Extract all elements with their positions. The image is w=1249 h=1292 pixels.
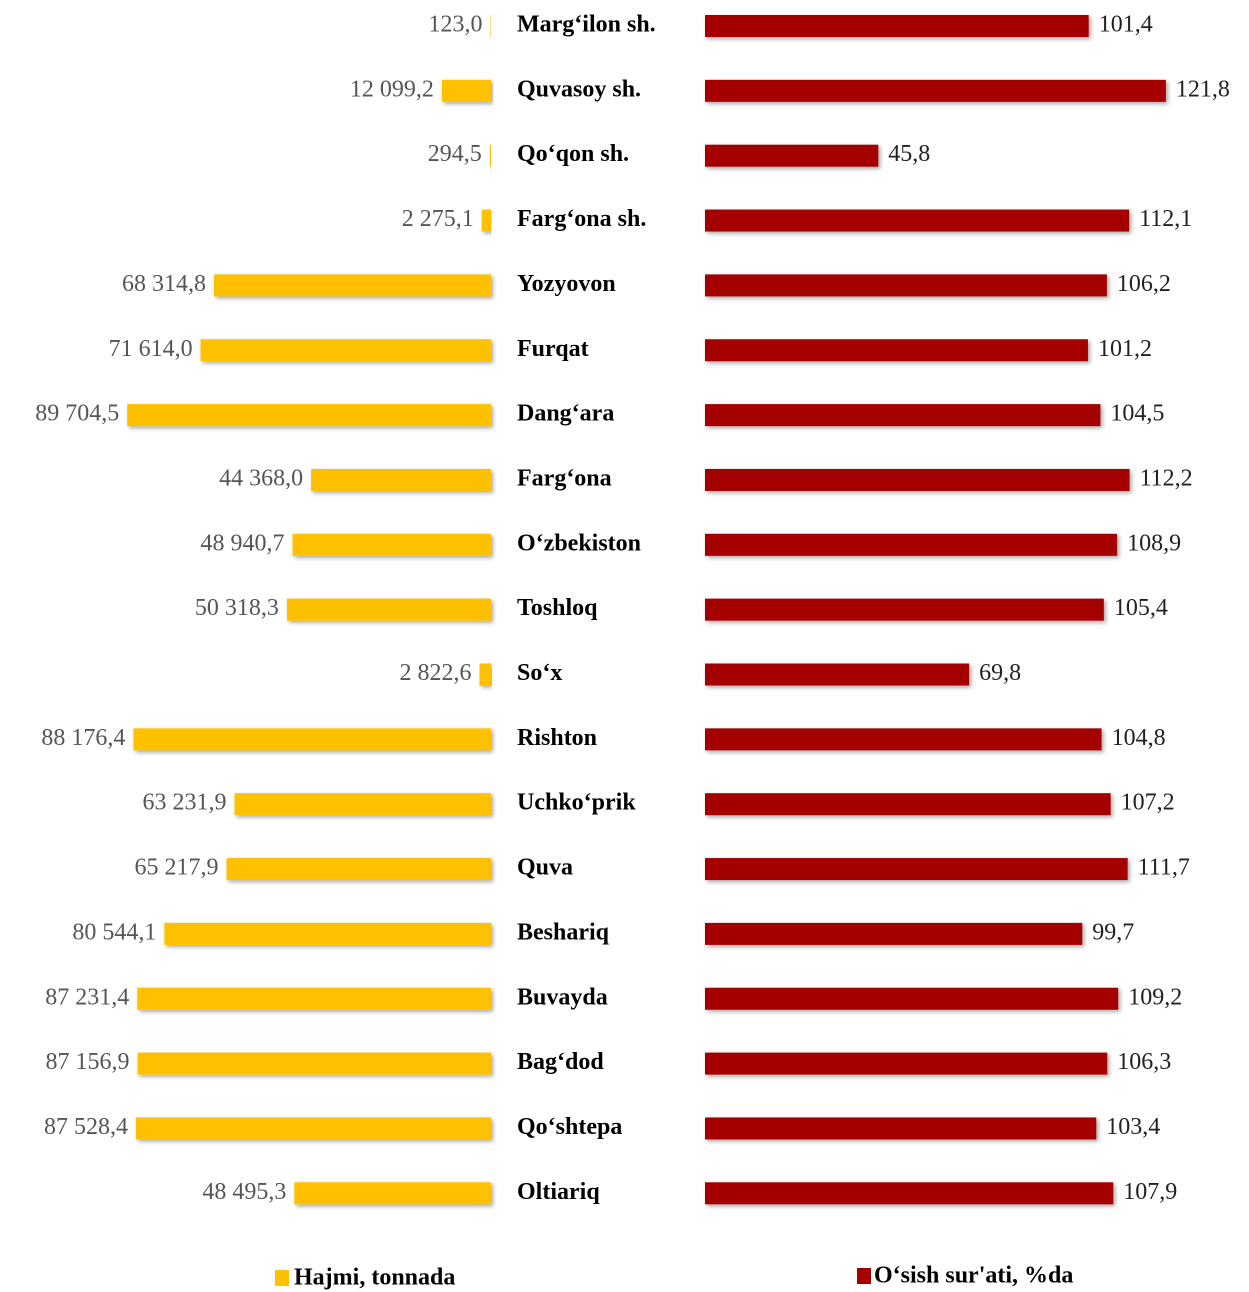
category-label: Qo‘shtepa bbox=[517, 1114, 622, 1140]
bar bbox=[226, 858, 491, 881]
value-label: 106,3 bbox=[1117, 1049, 1171, 1075]
value-label: 89 704,5 bbox=[35, 401, 119, 427]
bar bbox=[213, 274, 491, 297]
bar bbox=[705, 533, 1118, 556]
bar bbox=[286, 598, 491, 621]
legend-label: O‘sish sur'ati, %da bbox=[874, 1263, 1073, 1289]
value-label: 105,4 bbox=[1114, 595, 1168, 621]
bar bbox=[292, 533, 491, 556]
category-label: Uchko‘prik bbox=[517, 790, 636, 816]
value-label: 111,7 bbox=[1138, 855, 1190, 881]
bar bbox=[705, 468, 1130, 491]
category-label: O‘zbekiston bbox=[517, 530, 641, 556]
category-label: Dang‘ara bbox=[517, 401, 614, 427]
bar bbox=[705, 15, 1089, 37]
value-label: 101,2 bbox=[1098, 336, 1152, 362]
value-label: 50 318,3 bbox=[195, 595, 279, 621]
value-label: 48 940,7 bbox=[201, 530, 285, 556]
value-label: 65 217,9 bbox=[135, 855, 219, 881]
value-label: 2 275,1 bbox=[402, 206, 474, 232]
bar bbox=[481, 209, 491, 232]
bar bbox=[705, 144, 879, 167]
value-label: 104,5 bbox=[1110, 401, 1164, 427]
category-label: So‘x bbox=[517, 660, 562, 686]
bar bbox=[164, 922, 491, 945]
category-label: Farg‘ona sh. bbox=[517, 206, 646, 232]
category-label: Rishton bbox=[517, 725, 597, 751]
legend-swatch bbox=[275, 1270, 289, 1286]
bar bbox=[705, 922, 1083, 945]
value-label: 112,2 bbox=[1140, 465, 1193, 491]
bar bbox=[705, 339, 1088, 362]
value-label: 88 176,4 bbox=[41, 725, 125, 751]
legend-swatch bbox=[857, 1268, 871, 1284]
category-label: Furqat bbox=[517, 336, 589, 362]
bar bbox=[705, 1117, 1097, 1140]
bar bbox=[705, 1182, 1114, 1205]
category-label: Oltiariq bbox=[517, 1179, 600, 1205]
bar bbox=[705, 793, 1111, 816]
value-label: 108,9 bbox=[1127, 530, 1181, 556]
category-label: Beshariq bbox=[517, 919, 610, 945]
bar bbox=[136, 1117, 491, 1140]
category-label: Farg‘ona bbox=[517, 465, 612, 491]
bar bbox=[705, 663, 970, 686]
value-label: 101,4 bbox=[1099, 12, 1153, 38]
value-label: 107,9 bbox=[1123, 1179, 1177, 1205]
value-label: 87 528,4 bbox=[44, 1114, 128, 1140]
bar bbox=[705, 987, 1119, 1010]
category-label: Quvasoy sh. bbox=[517, 76, 641, 102]
value-label: 294,5 bbox=[428, 141, 482, 167]
bar bbox=[705, 728, 1102, 751]
value-label: 109,2 bbox=[1128, 984, 1182, 1010]
category-label: Qo‘qon sh. bbox=[517, 141, 629, 167]
value-label: 106,2 bbox=[1117, 271, 1171, 297]
category-label: Marg‘ilon sh. bbox=[517, 12, 656, 38]
bar bbox=[705, 404, 1101, 427]
bar bbox=[311, 468, 491, 491]
bar bbox=[489, 144, 491, 167]
bar bbox=[705, 1052, 1108, 1075]
bar bbox=[705, 274, 1107, 297]
value-label: 87 156,9 bbox=[46, 1049, 130, 1075]
value-label: 45,8 bbox=[888, 141, 930, 167]
value-label: 87 231,4 bbox=[45, 984, 129, 1010]
value-label: 123,0 bbox=[429, 12, 483, 38]
bar bbox=[705, 79, 1166, 102]
bar bbox=[234, 793, 491, 816]
value-label: 12 099,2 bbox=[350, 76, 434, 102]
category-label: Yozyovon bbox=[517, 271, 616, 297]
category-label: Buvayda bbox=[517, 984, 608, 1010]
value-label: 69,8 bbox=[979, 660, 1021, 686]
category-label: Toshloq bbox=[517, 595, 598, 621]
bar bbox=[294, 1182, 491, 1205]
value-label: 99,7 bbox=[1092, 919, 1134, 945]
category-label: Bag‘dod bbox=[517, 1049, 604, 1075]
bar bbox=[479, 663, 491, 686]
bar bbox=[705, 858, 1128, 881]
value-label: 44 368,0 bbox=[219, 465, 303, 491]
bar bbox=[137, 987, 491, 1010]
legend-label: Hajmi, tonnada bbox=[294, 1265, 455, 1291]
bar bbox=[137, 1052, 492, 1075]
bar bbox=[705, 598, 1104, 621]
value-label: 107,2 bbox=[1121, 790, 1175, 816]
value-label: 103,4 bbox=[1106, 1114, 1160, 1140]
bar bbox=[705, 209, 1130, 232]
bar bbox=[200, 339, 492, 362]
value-label: 121,8 bbox=[1176, 76, 1230, 102]
value-label: 112,1 bbox=[1139, 206, 1192, 232]
bar bbox=[441, 79, 491, 102]
value-label: 68 314,8 bbox=[122, 271, 206, 297]
bar bbox=[127, 404, 491, 427]
value-label: 48 495,3 bbox=[202, 1179, 286, 1205]
bar bbox=[133, 728, 492, 751]
value-label: 2 822,6 bbox=[400, 660, 472, 686]
value-label: 63 231,9 bbox=[143, 790, 227, 816]
value-label: 71 614,0 bbox=[109, 336, 193, 362]
category-label: Quva bbox=[517, 855, 573, 881]
value-label: 104,8 bbox=[1112, 725, 1166, 751]
value-label: 80 544,1 bbox=[72, 919, 156, 945]
